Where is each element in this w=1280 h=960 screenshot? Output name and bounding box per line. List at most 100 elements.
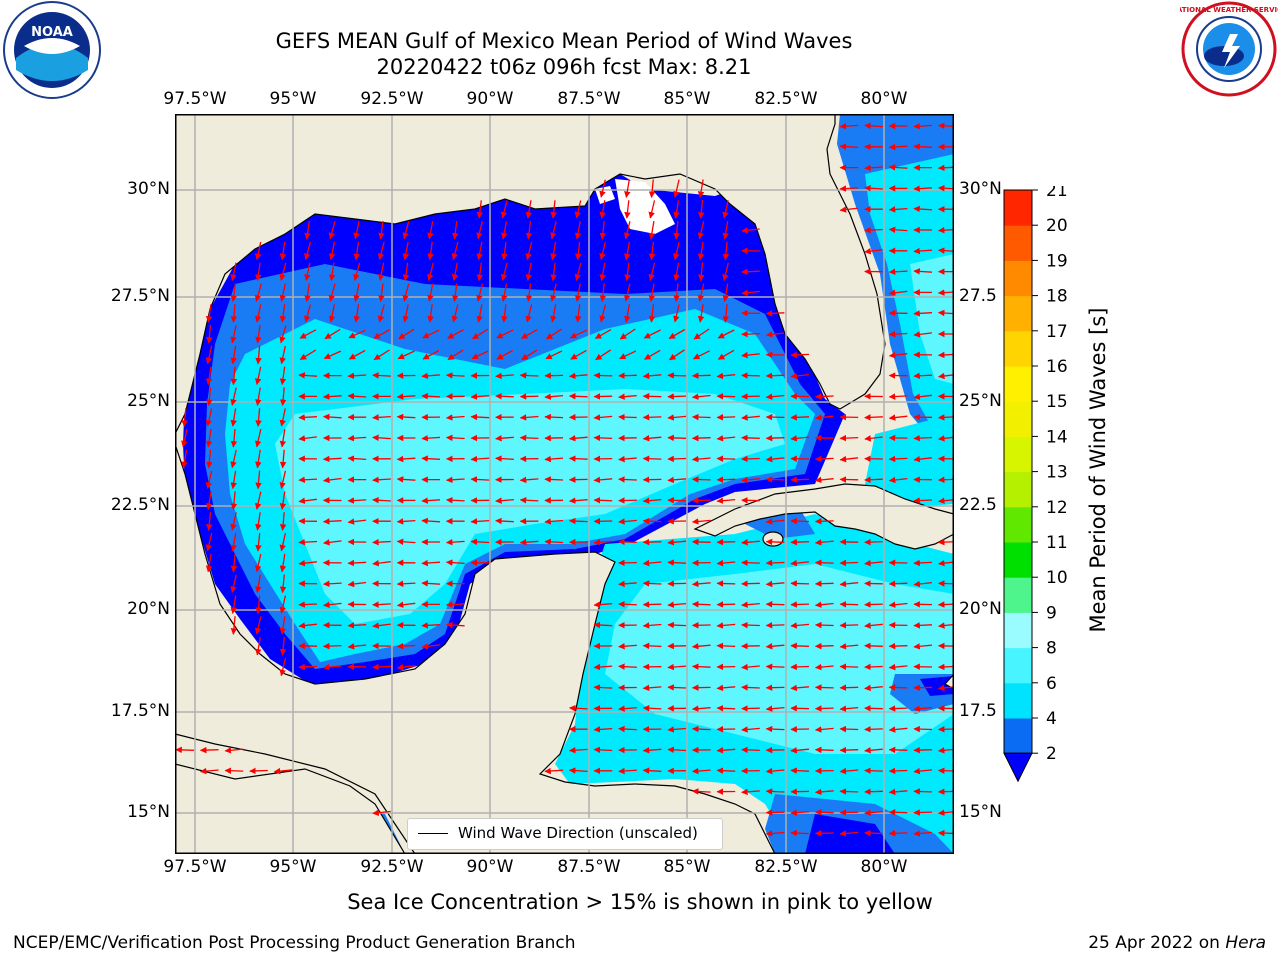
wave-direction-arrow <box>913 746 933 754</box>
wave-direction-arrow <box>698 262 705 282</box>
wave-direction-arrow <box>888 289 908 297</box>
wave-direction-arrow <box>790 829 810 837</box>
wave-direction-arrow <box>544 393 564 400</box>
wave-direction-arrow <box>698 200 705 219</box>
colorbar-tick-label: 2 <box>1046 744 1057 764</box>
wave-direction-arrow <box>230 470 237 490</box>
wave-direction-arrow <box>667 497 687 504</box>
wave-direction-arrow <box>618 372 637 379</box>
colorbar-segment <box>1004 190 1032 226</box>
wave-direction-arrow <box>667 476 687 484</box>
wave-direction-arrow <box>495 393 514 400</box>
wave-direction-arrow <box>814 539 834 546</box>
wave-direction-arrow <box>254 241 262 261</box>
wave-direction-arrow <box>691 767 711 775</box>
wave-direction-arrow <box>550 262 557 282</box>
wave-direction-arrow <box>575 241 582 261</box>
wave-direction-arrow <box>593 434 613 442</box>
wave-direction-arrow <box>765 788 785 795</box>
wave-direction-arrow <box>322 455 342 463</box>
lon-label-bottom: 97.5°W <box>163 857 227 877</box>
wave-direction-arrow <box>618 580 637 588</box>
wave-direction-arrow <box>790 476 810 483</box>
wave-direction-arrow <box>255 636 262 656</box>
wave-direction-arrow <box>206 324 213 344</box>
wave-direction-arrow <box>495 455 514 462</box>
wave-direction-arrow <box>550 200 557 219</box>
wave-direction-arrow <box>741 476 760 484</box>
wave-direction-arrow <box>716 767 736 774</box>
wave-direction-arrow <box>298 663 318 671</box>
wave-direction-arrow <box>568 455 588 462</box>
wave-direction-arrow <box>673 283 680 302</box>
wave-direction-arrow <box>205 345 213 365</box>
wave-direction-arrow <box>353 304 360 323</box>
wave-direction-arrow <box>790 663 810 671</box>
wave-direction-arrow <box>765 455 785 463</box>
wave-direction-arrow <box>298 435 317 442</box>
wave-direction-arrow <box>347 580 367 588</box>
wave-direction-arrow <box>322 393 342 400</box>
wave-direction-arrow <box>230 304 238 323</box>
wave-direction-arrow <box>814 601 834 608</box>
wave-direction-arrow <box>427 304 434 323</box>
wave-direction-arrow <box>372 476 391 484</box>
lat-label-right: 27.5 <box>959 286 997 306</box>
lat-label-left: 22.5°N <box>110 495 170 515</box>
wave-direction-arrow <box>451 283 459 302</box>
wave-direction-arrow <box>519 539 539 546</box>
wave-direction-arrow <box>476 262 484 282</box>
wave-direction-arrow <box>888 601 908 608</box>
wave-direction-arrow <box>913 122 933 130</box>
map-panel: Wind Wave Direction (unscaled) <box>175 114 954 854</box>
wave-direction-arrow <box>839 559 859 567</box>
wave-direction-arrow <box>206 512 213 531</box>
wave-direction-arrow <box>642 747 662 754</box>
wave-direction-arrow <box>570 349 587 360</box>
wave-direction-arrow <box>864 601 883 608</box>
lat-label-right: 30°N <box>959 179 1002 199</box>
wave-direction-arrow <box>642 372 662 380</box>
wave-direction-arrow <box>864 684 883 692</box>
wave-direction-arrow <box>691 601 711 608</box>
wave-direction-arrow <box>224 747 244 754</box>
wave-direction-arrow <box>230 574 237 594</box>
wave-direction-arrow <box>765 767 785 775</box>
wave-direction-arrow <box>667 372 687 379</box>
wave-direction-arrow <box>864 726 883 733</box>
wave-direction-arrow <box>667 393 687 400</box>
wave-direction-arrow <box>230 491 238 511</box>
wave-direction-arrow <box>741 746 760 754</box>
wave-direction-arrow <box>888 767 908 775</box>
colorbar-tick-label: 19 <box>1046 251 1068 271</box>
wave-direction-arrow <box>568 517 588 525</box>
wave-direction-arrow <box>378 221 385 240</box>
wave-direction-arrow <box>937 726 954 733</box>
wave-direction-arrow <box>814 726 834 733</box>
wave-direction-arrow <box>722 220 729 240</box>
wave-direction-arrow <box>495 497 514 504</box>
wave-direction-arrow <box>913 205 933 213</box>
wave-direction-arrow <box>568 704 588 712</box>
colorbar-tick-label: 17 <box>1046 322 1068 342</box>
wave-direction-arrow <box>667 455 687 463</box>
wave-direction-arrow <box>279 616 287 635</box>
wave-direction-arrow <box>839 622 859 629</box>
wave-direction-arrow <box>668 349 685 361</box>
wave-direction-arrow <box>347 372 367 380</box>
wave-direction-arrow <box>445 476 465 484</box>
wave-direction-arrow <box>624 304 631 323</box>
wave-direction-arrow <box>741 455 760 463</box>
wave-direction-arrow <box>790 435 810 442</box>
wave-direction-arrow <box>396 518 416 525</box>
map-subtitle: 20220422 t06z 096h fcst Max: 8.21 <box>376 55 752 79</box>
wave-direction-arrow <box>230 262 237 282</box>
wave-direction-arrow <box>421 643 440 650</box>
wave-direction-arrow <box>347 455 367 462</box>
wave-direction-arrow <box>279 366 287 386</box>
wave-direction-arrow <box>249 767 268 775</box>
wave-direction-arrow <box>741 559 760 566</box>
wave-direction-arrow <box>421 517 441 525</box>
footer-left: NCEP/EMC/Verification Post Processing Pr… <box>13 933 576 953</box>
wave-direction-arrow <box>230 408 237 427</box>
